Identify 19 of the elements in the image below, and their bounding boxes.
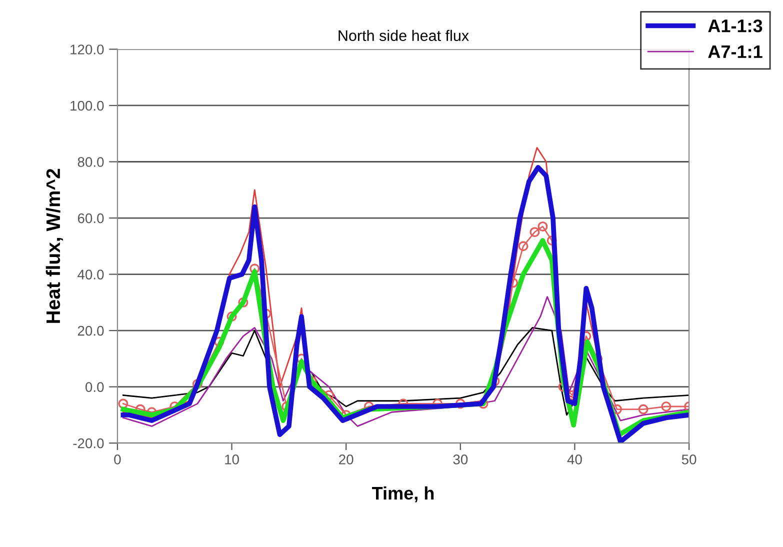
legend-label: A1-1:3 — [708, 19, 762, 32]
x-axis-title: Time, h — [372, 486, 434, 502]
y-tick-label: 100.0 — [70, 100, 104, 111]
legend-label: A7-1:1 — [708, 46, 762, 58]
y-axis-title: Heat flux, W/m^2 — [46, 168, 63, 323]
x-tick-label: 10 — [225, 454, 239, 464]
y-tick-label: 80.0 — [78, 157, 104, 167]
chart-title: North side heat flux — [338, 30, 469, 42]
y-tick-label: 120.0 — [70, 44, 104, 54]
y-tick-label: 60.0 — [78, 213, 104, 224]
y-tick-label: 20.0 — [78, 326, 104, 336]
x-tick-label: 0 — [114, 454, 121, 464]
y-tick-label: 0.0 — [85, 382, 104, 392]
y-tick-label: -20.0 — [73, 438, 104, 448]
x-tick-label: 40 — [567, 454, 582, 464]
x-tick-label: 20 — [339, 454, 354, 464]
x-tick-label: 50 — [682, 454, 696, 464]
x-tick-label: 30 — [453, 454, 468, 464]
y-tick-label: 40.0 — [78, 270, 104, 280]
